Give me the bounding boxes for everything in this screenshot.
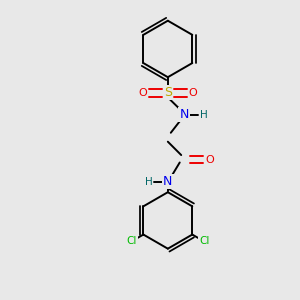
Text: N: N bbox=[163, 175, 172, 188]
Text: S: S bbox=[164, 86, 172, 99]
Text: Cl: Cl bbox=[199, 236, 209, 245]
Text: H: H bbox=[145, 177, 152, 187]
Text: O: O bbox=[205, 154, 214, 164]
Text: O: O bbox=[189, 88, 197, 98]
Text: Cl: Cl bbox=[126, 236, 137, 245]
Text: O: O bbox=[138, 88, 147, 98]
Text: N: N bbox=[179, 108, 189, 122]
Text: H: H bbox=[200, 110, 207, 120]
